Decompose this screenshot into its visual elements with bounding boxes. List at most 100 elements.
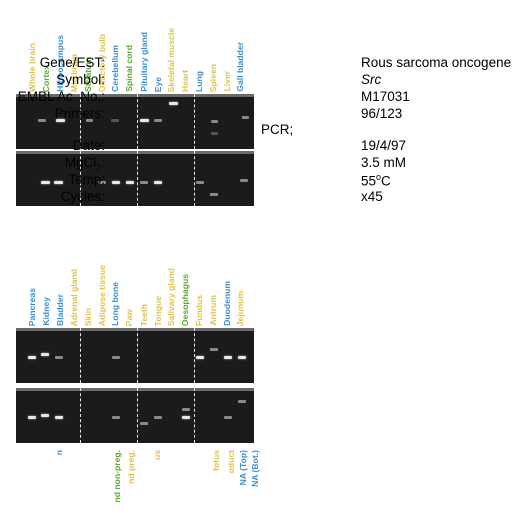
gel-band: [98, 181, 106, 184]
lane-label: Teeth: [139, 303, 149, 326]
gel-band: [140, 422, 148, 425]
gel-band: [112, 181, 120, 184]
gel-band: [55, 416, 63, 419]
ladder-strip: [16, 94, 254, 97]
lane-separator: [137, 328, 138, 383]
gel-band: [154, 181, 162, 184]
gel-band: [28, 416, 36, 419]
gel-band: [196, 181, 204, 184]
gel-band: [242, 116, 249, 119]
lane-separator: [194, 151, 195, 206]
lane-label: Oesophagus: [180, 273, 190, 326]
lane-label: Tongue: [153, 295, 163, 326]
gel-band: [54, 181, 63, 184]
gel-band: [211, 132, 218, 135]
lane-label: fotus: [211, 450, 221, 472]
symbol-label: Symbol:: [56, 72, 105, 87]
lane-label: nd non-preg.: [112, 450, 122, 503]
gel-band: [126, 181, 134, 184]
lane-label: n: [54, 450, 64, 456]
ladder-strip: [16, 328, 254, 331]
lane-label: Spinal cord: [124, 45, 134, 92]
lane-label: Jejunum: [235, 290, 245, 326]
lane-label: NA (Bot.): [250, 450, 260, 487]
lane-label: Salivary gland: [166, 267, 176, 326]
gel-band: [196, 356, 204, 359]
gel-panel-2-lower: [16, 388, 254, 443]
cycles-value: x45: [361, 189, 383, 204]
date-value: 19/4/97: [361, 138, 407, 153]
mgcl-value: 3.5 mM: [361, 155, 407, 170]
gene-value: Rous sarcoma oncogene: [361, 55, 512, 70]
pcr-label: PCR;: [261, 122, 294, 137]
gel-band: [41, 353, 49, 356]
gel-band: [154, 119, 162, 122]
gel-band: [41, 181, 50, 184]
primers-label: Primers:: [54, 106, 105, 121]
gel-band: [140, 119, 149, 122]
gel-band: [182, 416, 190, 419]
gel-band: [182, 408, 190, 411]
lane-label: Bladder: [55, 294, 65, 326]
lane-label: Pancreas: [27, 287, 37, 326]
lane-label: us: [152, 450, 162, 461]
gel-panel-1-lower: [16, 151, 254, 206]
lane-label: Fundus: [194, 294, 204, 326]
lane-label: Pituitary gland: [139, 32, 149, 92]
gel-band: [28, 356, 36, 359]
lane-label: Adrenal gland: [69, 268, 79, 326]
lane-separator: [137, 151, 138, 206]
lane-label: Whole brain: [27, 42, 37, 92]
lane-label: Skin: [83, 307, 93, 326]
lane-label: Paw: [124, 308, 134, 326]
gel-band: [86, 119, 93, 122]
gel-band: [111, 119, 119, 122]
date-label: Date:: [72, 138, 105, 153]
lane-separator: [80, 94, 81, 149]
lane-separator: [194, 94, 195, 149]
lane-label: Duodenum: [222, 281, 232, 326]
lane-separator: [137, 94, 138, 149]
lane-separator: [194, 388, 195, 443]
gel-panel-2-upper: [16, 328, 254, 383]
gel-band: [210, 348, 218, 351]
gel-band: [210, 193, 218, 196]
gel-panel-1-upper: [16, 94, 254, 149]
gel-band: [211, 120, 218, 123]
embl-value: M17031: [361, 89, 410, 104]
gel-band: [112, 356, 120, 359]
lane-separator: [137, 388, 138, 443]
ladder-strip: [16, 388, 254, 391]
lane-label: nd preg.: [126, 450, 136, 484]
symbol-value: Src: [361, 72, 382, 87]
gel-band: [238, 400, 246, 403]
ladder-strip: [16, 151, 254, 154]
gel-band: [224, 416, 232, 419]
lane-label: NA (Top): [238, 450, 248, 486]
temp-label: Temp:: [68, 172, 105, 187]
gel-band: [224, 356, 232, 359]
lane-label: Skeletal muscle: [166, 27, 176, 93]
gel-band: [238, 356, 246, 359]
lane-labels: Whole brain Cortex Hippocampus Mid brain Str…: [16, 27, 260, 503]
gene-label: Gene/EST:: [39, 55, 105, 70]
mgcl-label: MgCl2:: [64, 155, 105, 173]
lane-separator: [80, 388, 81, 443]
primers-value: 96/123: [361, 106, 403, 121]
gel-band: [154, 416, 162, 419]
lane-label: Cerebellum: [110, 45, 120, 92]
gel-band: [41, 414, 49, 417]
gel-band: [140, 181, 148, 184]
gel-band: [38, 119, 46, 122]
lane-label: Liver: [222, 71, 232, 92]
gel-band: [240, 179, 248, 182]
temp-value: 55oC: [361, 172, 391, 189]
gel-band: [55, 356, 63, 359]
lane-label: Lung: [194, 71, 204, 92]
lane-label: Heart: [180, 70, 190, 92]
gel-band: [56, 119, 65, 122]
lane-label: Adipose tissue: [97, 264, 107, 326]
lane-label: Kidney: [41, 297, 51, 326]
lane-separator: [194, 328, 195, 383]
lane-label: Long bone: [110, 282, 120, 326]
